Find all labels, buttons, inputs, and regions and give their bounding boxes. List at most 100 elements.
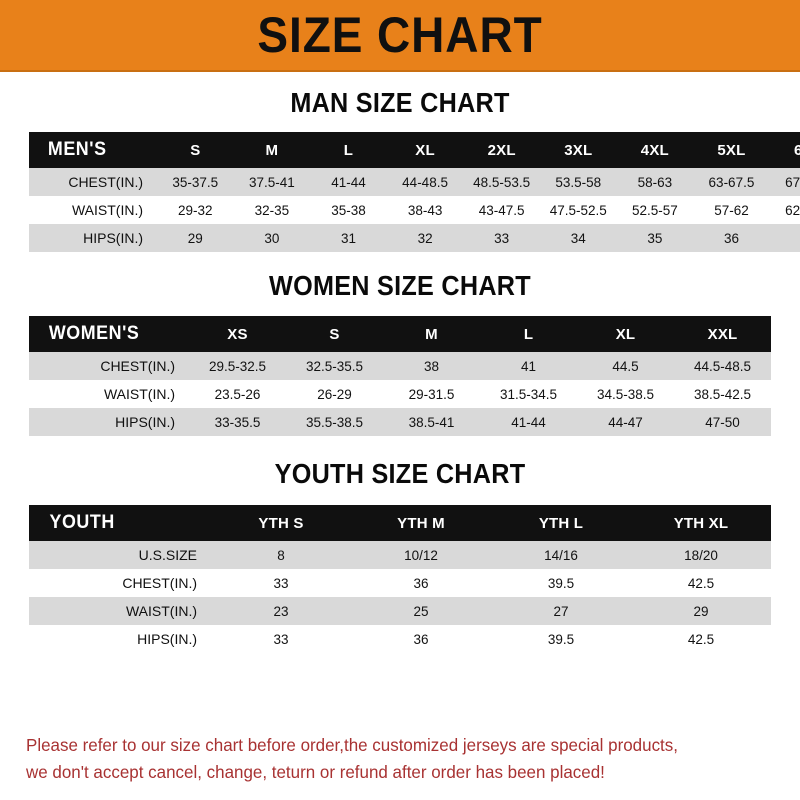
man-measure-value: 44-48.5: [402, 174, 448, 190]
table-row: WAIST(IN.) 23 25 27 29: [29, 597, 771, 625]
youth-size-header-yth-s: YTH S: [258, 514, 304, 532]
women-size-header-xs: XS: [227, 325, 248, 343]
women-size-header-xxl: XXL: [707, 325, 738, 343]
footer-line-2: we don't accept cancel, change, teturn o…: [26, 761, 605, 782]
women-measure-value: 23.5-26: [214, 386, 261, 402]
man-measure-value: 34: [570, 230, 586, 246]
man-measure-value: 35: [647, 230, 663, 246]
women-measure-value: 44-47: [608, 414, 643, 430]
youth-measure-value: 36: [413, 631, 429, 647]
women-measure-label: HIPS(IN.): [115, 414, 175, 430]
youth-measure-value: 18/20: [684, 547, 718, 563]
man-table-head: MEN'S S M L XL 2XL 3XL 4XL 5XL 6XL: [29, 132, 800, 168]
youth-measure-value: 29: [693, 603, 709, 619]
youth-section-title: YOUTH SIZE CHART: [274, 458, 526, 489]
women-table-body: CHEST(IN.) 29.5-32.5 32.5-35.5 38 41 44.5 44.5…: [29, 352, 771, 436]
women-section-title: WOMEN SIZE CHART: [269, 270, 531, 301]
man-measure-label: CHEST(IN.): [68, 174, 143, 190]
women-measure-value: 29.5-32.5: [208, 358, 267, 374]
youth-measure-value: 36: [413, 575, 429, 591]
footer-disclaimer: Please refer to our size chart before or…: [0, 732, 800, 786]
man-measure-value: 35-37.5: [172, 174, 219, 190]
man-measure-value: 29: [187, 230, 203, 246]
man-measure-value: 67.5-72: [785, 174, 800, 190]
man-size-header-3xl: 3XL: [564, 141, 593, 159]
man-size-header-l: L: [343, 141, 354, 159]
man-measure-value: 36: [723, 230, 739, 246]
man-table-body: CHEST(IN.) 35-37.5 37.5-41 41-44 44-48.5 48.5…: [29, 168, 800, 252]
youth-measure-value: 39.5: [547, 631, 575, 647]
women-measure-label: WAIST(IN.): [103, 386, 175, 402]
youth-measure-value: 27: [553, 603, 569, 619]
women-measure-label: CHEST(IN.): [100, 358, 175, 374]
man-size-header-xl: XL: [415, 141, 435, 159]
youth-header-row: YOUTH YTH S YTH M YTH L YTH XL: [29, 505, 771, 541]
youth-size-header-yth-m: YTH M: [397, 514, 445, 532]
man-table-wrapper: MEN'S S M L XL 2XL 3XL 4XL 5XL 6XL CHEST(IN.) 35-3…: [29, 132, 800, 252]
women-size-header-s: S: [329, 325, 340, 343]
man-measure-value: 37: [770, 224, 800, 252]
youth-measure-label: CHEST(IN.): [122, 575, 197, 591]
man-header-row: MEN'S S M L XL 2XL 3XL 4XL 5XL 6XL: [29, 132, 800, 168]
table-row: CHEST(IN.) 35-37.5 37.5-41 41-44 44-48.5 48.5…: [29, 168, 800, 196]
man-measure-value: 29-32: [178, 202, 213, 218]
table-row: CHEST(IN.) 33 36 39.5 42.5: [29, 569, 771, 597]
man-measure-value: 35-38: [331, 202, 366, 218]
youth-size-header-yth-l: YTH L: [538, 514, 584, 532]
women-measure-value: 33-35.5: [214, 414, 261, 430]
youth-measure-value: 42.5: [687, 575, 715, 591]
table-row: HIPS(IN.) 33-35.5 35.5-38.5 38.5-41 41-44 44-…: [29, 408, 771, 436]
footer-line-1: Please refer to our size chart before or…: [26, 734, 678, 755]
man-measure-value: 38-43: [407, 202, 443, 218]
women-row-label-header: WOMEN'S: [48, 323, 140, 344]
youth-measure-value: 14/16: [544, 547, 578, 563]
man-size-table: MEN'S S M L XL 2XL 3XL 4XL 5XL 6XL CHEST(IN.) 35-3…: [29, 132, 800, 252]
youth-measure-label: U.S.SIZE: [138, 547, 197, 563]
women-header-row: WOMEN'S XS S M L XL XXL: [29, 316, 771, 352]
youth-measure-value: 10/12: [404, 547, 438, 563]
youth-measure-value: 23: [273, 603, 289, 619]
man-measure-value: 48.5-53.5: [473, 174, 531, 190]
man-measure-value: 32-35: [254, 202, 290, 218]
youth-size-header-yth-xl: YTH XL: [673, 514, 729, 532]
women-measure-value: 44.5-48.5: [693, 358, 752, 374]
youth-measure-label: WAIST(IN.): [125, 603, 197, 619]
women-measure-value: 34.5-38.5: [596, 386, 655, 402]
women-measure-value: 38.5-41: [408, 414, 455, 430]
youth-measure-value: 39.5: [547, 575, 575, 591]
man-measure-value: 43-47.5: [478, 202, 525, 218]
man-measure-value: 58-63: [637, 174, 673, 190]
women-measure-value: 29-31.5: [408, 386, 455, 402]
man-section-title: MAN SIZE CHART: [290, 87, 510, 118]
man-size-header-6xl: 6XL: [793, 141, 800, 159]
table-row: HIPS(IN.) 29 30 31 32 33 34 35 36 37: [29, 224, 800, 252]
man-size-header-4xl: 4XL: [640, 141, 669, 159]
banner: SIZE CHART: [0, 0, 800, 72]
youth-measure-value: 8: [277, 547, 285, 563]
man-measure-value: 41-44: [331, 174, 366, 190]
table-row: WAIST(IN.) 29-32 32-35 35-38 38-43 43-47.5 47.…: [29, 196, 800, 224]
man-measure-value: 37.5-41: [248, 174, 295, 190]
man-size-header-2xl: 2XL: [487, 141, 516, 159]
youth-table-body: U.S.SIZE 8 10/12 14/16 18/20 CHEST(IN.) 33 36 39…: [29, 541, 771, 653]
women-size-header-m: M: [425, 325, 438, 343]
youth-row-label-header: YOUTH: [49, 512, 115, 533]
women-table-wrapper: WOMEN'S XS S M L XL XXL CHEST(IN.) 29.5-32.5 32.…: [29, 316, 771, 436]
banner-title: SIZE CHART: [257, 7, 543, 63]
man-measure-value: 53.5-58: [555, 174, 602, 190]
table-row: HIPS(IN.) 33 36 39.5 42.5: [29, 625, 771, 653]
man-measure-value: 30: [264, 230, 280, 246]
youth-table-head: YOUTH YTH S YTH M YTH L YTH XL: [29, 505, 771, 541]
man-measure-value: 57-62: [714, 202, 749, 218]
women-table-head: WOMEN'S XS S M L XL XXL: [29, 316, 771, 352]
man-measure-label: HIPS(IN.): [83, 230, 143, 246]
man-measure-value: 47.5-52.5: [549, 202, 607, 218]
women-measure-value: 32.5-35.5: [305, 358, 364, 374]
women-measure-value: 35.5-38.5: [305, 414, 364, 430]
man-size-header-5xl: 5XL: [717, 141, 746, 159]
women-size-table: WOMEN'S XS S M L XL XXL CHEST(IN.) 29.5-32.5 32.…: [29, 316, 771, 436]
women-measure-value: 41-44: [511, 414, 546, 430]
women-measure-value: 44.5: [612, 358, 639, 374]
man-measure-value: 63-67.5: [708, 174, 755, 190]
